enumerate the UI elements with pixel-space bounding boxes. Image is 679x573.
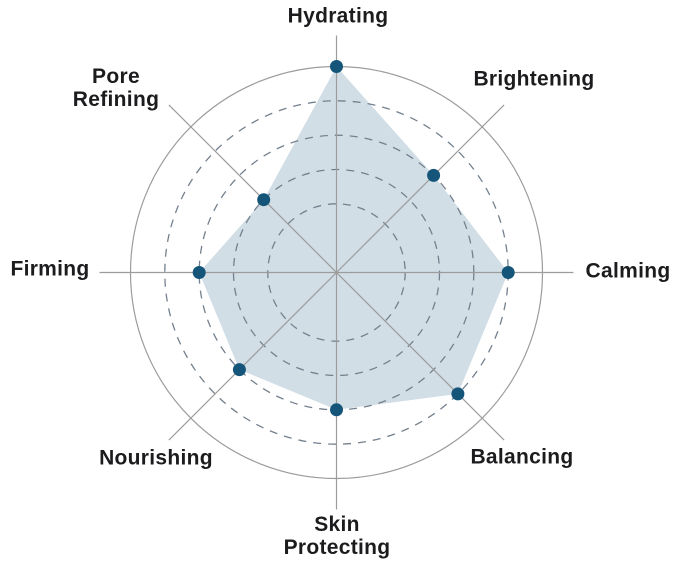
axis-line-3 xyxy=(168,104,505,441)
axis-label-balancing: Balancing xyxy=(470,445,574,469)
axis-label-calming: Calming xyxy=(585,259,671,283)
axis-label-hydrating: Hydrating xyxy=(287,4,389,28)
data-point-pore-refining xyxy=(257,193,271,207)
axis-label-skin-protecting: Skin Protecting xyxy=(283,513,391,559)
data-point-balancing xyxy=(451,387,465,401)
data-point-firming xyxy=(192,266,206,279)
data-area-polygon xyxy=(199,66,509,410)
axis-label-firming: Firming xyxy=(10,257,90,281)
data-point-nourishing xyxy=(232,363,246,377)
axis-label-pore-refining: Pore Refining xyxy=(72,65,160,111)
data-point-hydrating xyxy=(330,60,343,73)
axis-label-brightening: Brightening xyxy=(473,67,595,91)
data-point-brightening xyxy=(427,168,441,182)
data-point-calming xyxy=(501,266,515,279)
data-point-skin-protecting xyxy=(330,403,343,417)
axis-label-nourishing: Nourishing xyxy=(99,446,213,470)
